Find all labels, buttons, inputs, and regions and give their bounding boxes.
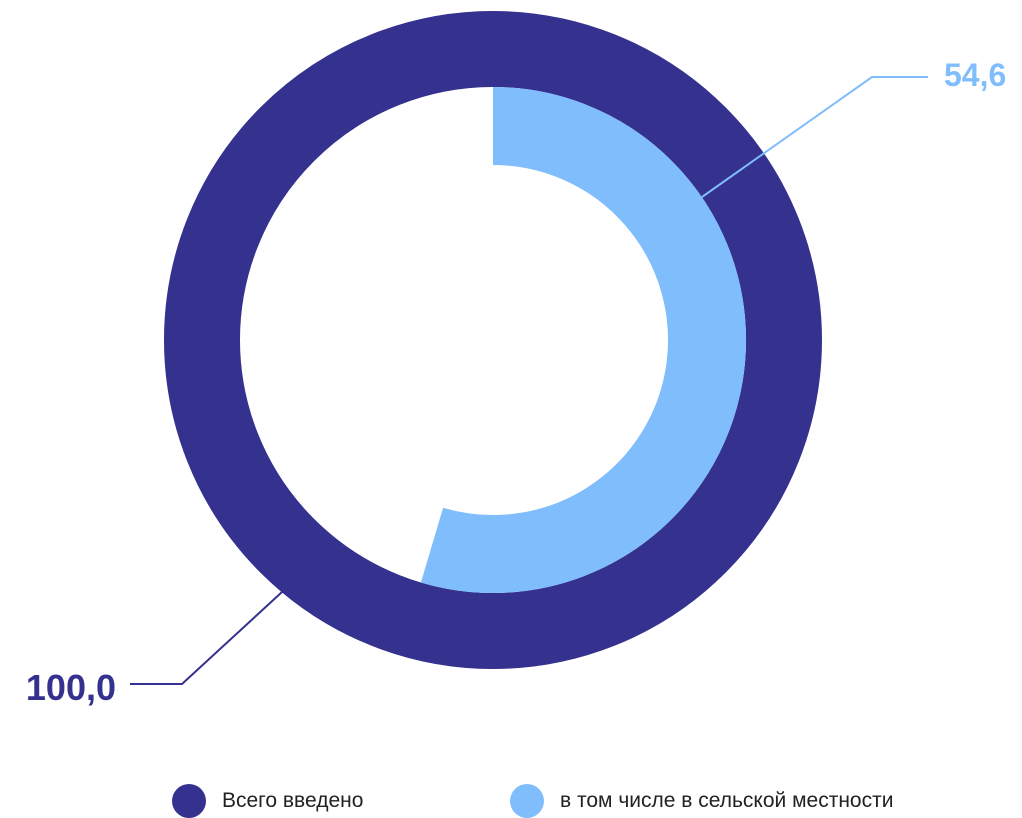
- legend-label-total: Всего введено: [222, 789, 364, 812]
- arc-total: [164, 11, 822, 670]
- legend-label-rural: в том числе в сельской местности: [560, 789, 894, 812]
- legend-item-rural: в том числе в сельской местности: [510, 784, 893, 818]
- legend-item-total: Всего введено: [172, 784, 363, 818]
- arc-rural: [420, 87, 747, 593]
- legend-swatch-total: [172, 784, 206, 818]
- chart-arcs: [164, 11, 822, 670]
- legend-swatch-rural: [510, 784, 544, 818]
- chart-leaders: [130, 76, 928, 685]
- legend: Всего введено в том числе в сельской мес…: [0, 784, 1022, 818]
- leader-line-rural: [701, 76, 928, 198]
- leader-line-total: [130, 591, 283, 685]
- data-label-rural: 54,6: [944, 57, 1006, 93]
- data-label-total: 100,0: [26, 667, 116, 708]
